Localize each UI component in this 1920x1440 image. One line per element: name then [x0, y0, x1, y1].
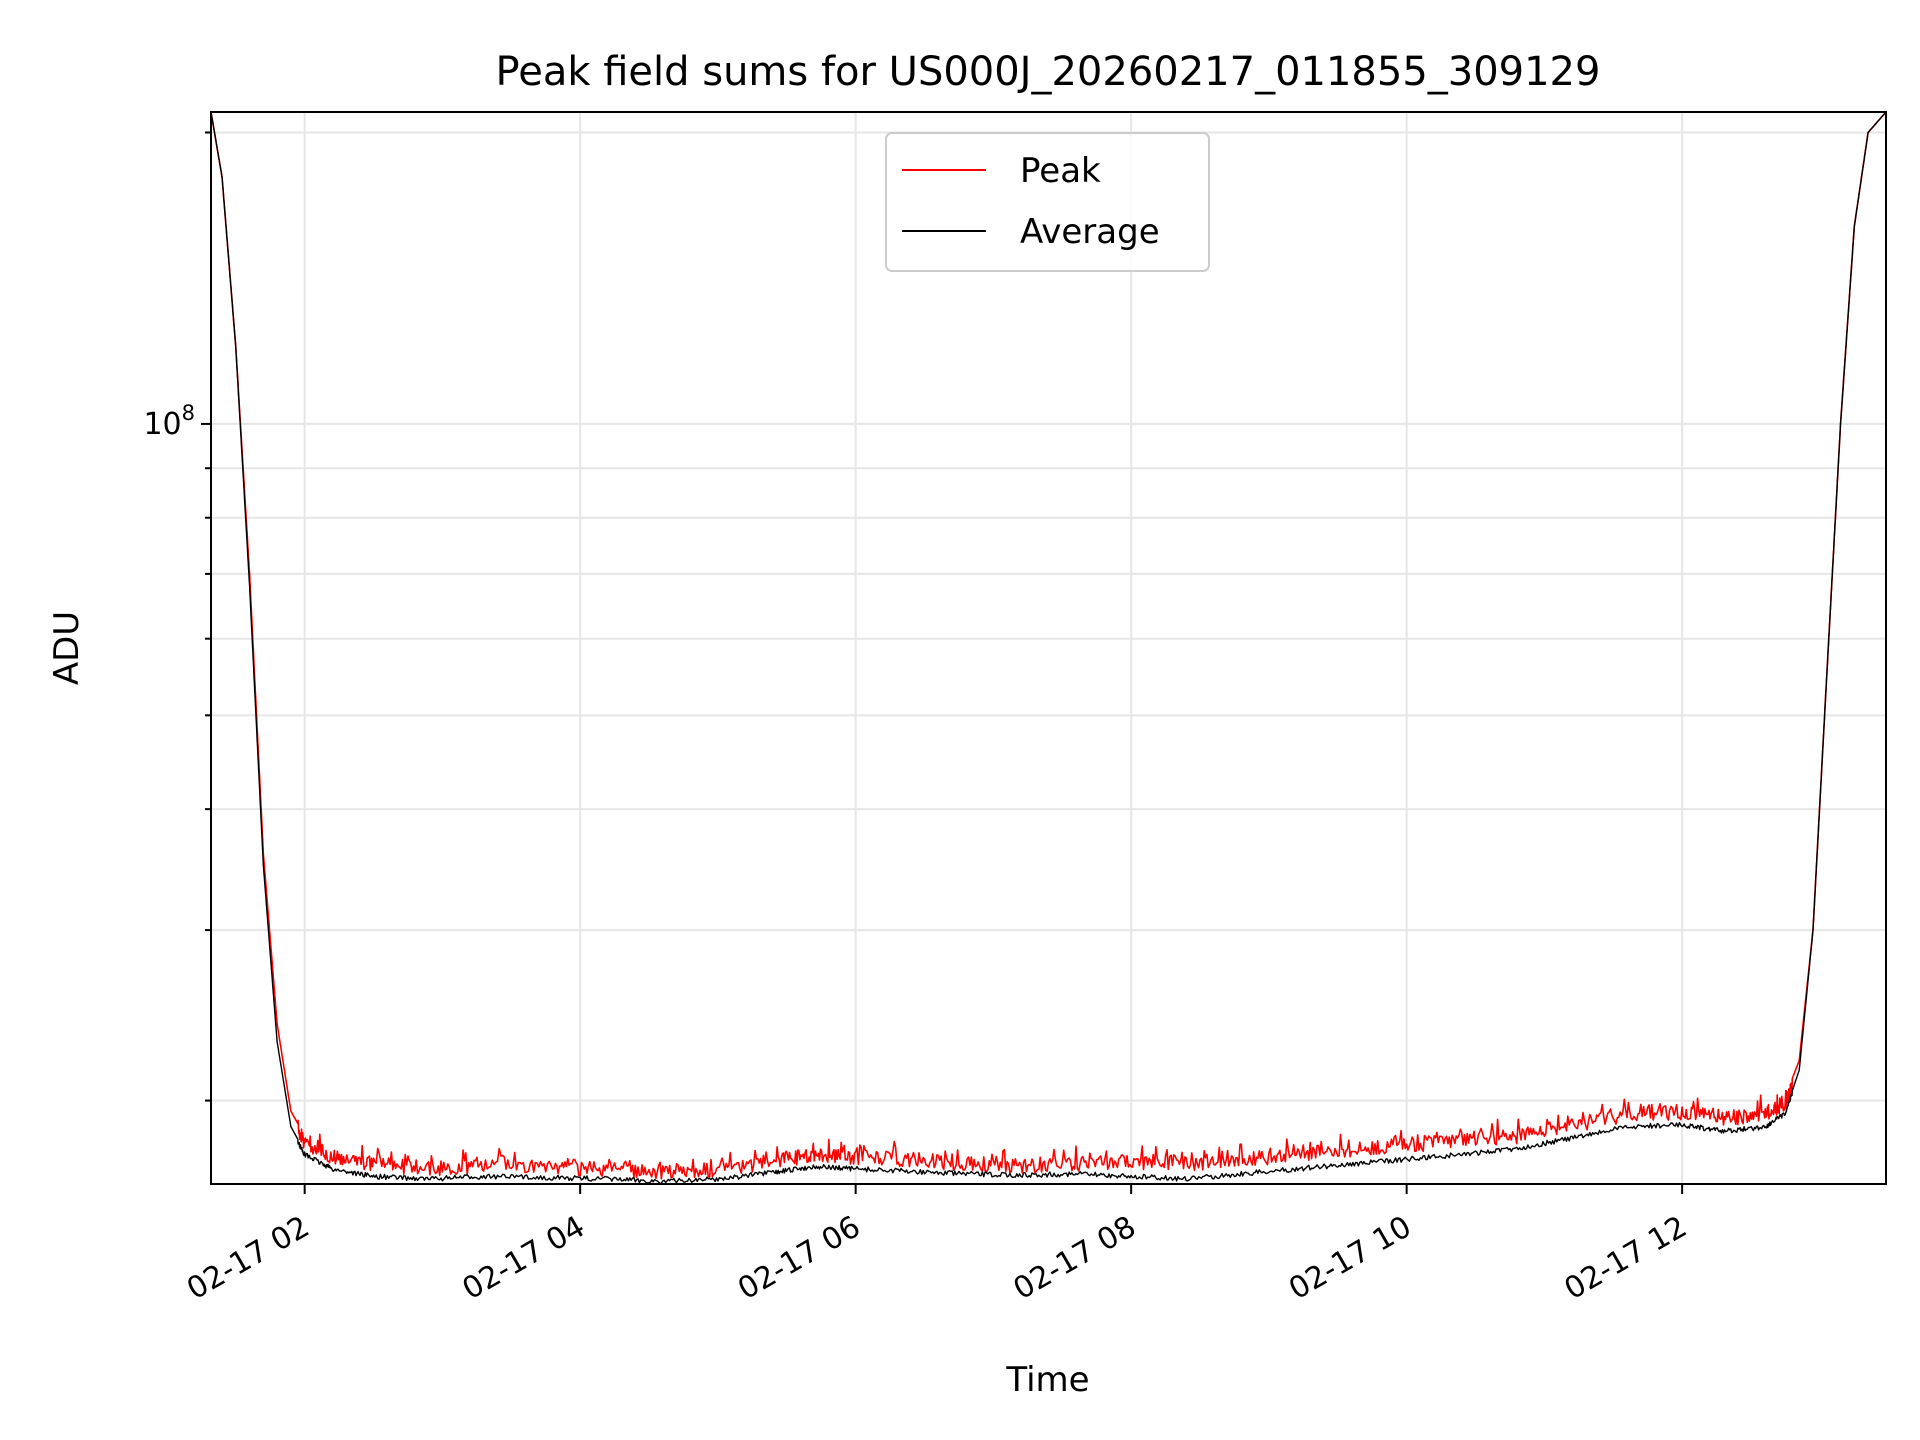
legend-label-peak: Peak — [1020, 151, 1101, 191]
series-line-peak — [211, 112, 1886, 1180]
y-major-tick-label: 108 — [143, 401, 195, 442]
legend-box — [885, 132, 1210, 272]
legend-label-average: Average — [1020, 212, 1160, 252]
series-layer — [211, 112, 1886, 1184]
legend: Peak Average — [885, 132, 1210, 272]
x-axis-label: Time — [1005, 1360, 1089, 1400]
plot-frame — [210, 111, 1887, 1185]
chart-title: Peak field sums for US000J_20260217_0118… — [496, 49, 1601, 95]
series-line-average — [211, 112, 1886, 1184]
y-axis-label: ADU — [47, 611, 87, 685]
